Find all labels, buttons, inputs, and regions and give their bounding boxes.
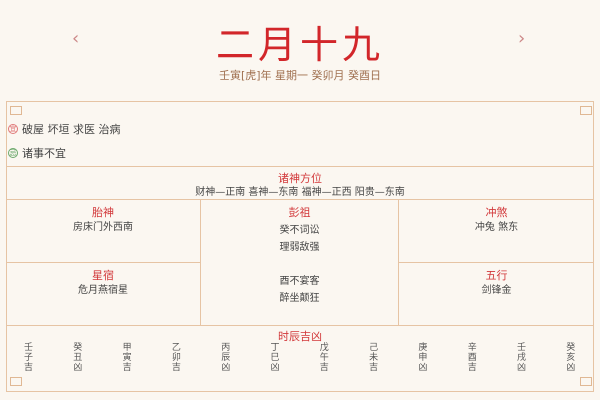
pengzu-line: 理弱敌强 [279,242,320,253]
zhushen-text: 财神—正南 喜神—东南 福神—正西 阳贵—东南 [195,187,405,198]
shichen-hour: 辛酉吉 [465,342,476,372]
shichen-hour: 乙卯吉 [169,342,180,372]
shichen-hour: 壬子吉 [22,342,32,372]
divider [398,262,594,263]
yi-text: 破屋 坏垣 求医 治病 [22,123,121,136]
pengzu-line: 癸不词讼 [279,225,320,236]
divider [200,199,201,325]
frame-corner-decoration [10,106,22,115]
pengzu-cell: 彭祖 癸不词讼 理弱敌强 酉不宴客 醉坐颠狂 [201,204,398,307]
shichen-title: 时辰吉凶 [278,330,322,343]
divider [6,166,594,167]
shichen-hour: 己未吉 [367,342,378,372]
frame-corner-decoration [10,377,22,386]
zhushen-section: 诸神方位 财神—正南 喜神—东南 福神—正西 阳贵—东南 [6,170,594,200]
ji-icon: 忌 [8,148,18,158]
pengzu-title: 彭祖 [288,206,311,219]
chongsha-cell: 冲煞 冲兔 煞东 [399,204,594,236]
shichen-hour: 丁巳凶 [268,342,279,372]
shichen-hour: 壬戌凶 [515,342,525,372]
divider [6,199,594,200]
wuxing-title: 五行 [485,269,508,282]
date-subtitle: 壬寅[虎]年 星期一 癸卯月 癸酉日 [218,69,382,82]
divider [6,325,594,326]
wuxing-cell: 五行 剑锋金 [399,267,594,299]
shichen-hour: 戊午吉 [317,342,328,372]
yi-row: 宜 破屋 坏垣 求医 治病 [8,121,121,137]
frame-corner-decoration [580,377,592,386]
xingsu-text: 危月燕宿星 [78,285,128,296]
pengzu-line: 酉不宴客 [279,276,320,287]
divider [6,262,200,263]
next-day-button[interactable]: › [518,28,526,49]
ji-row: 忌 诸事不宜 [8,145,66,161]
shichen-hour: 甲寅吉 [120,342,131,372]
wuxing-text: 剑锋金 [481,285,512,296]
chongsha-text: 冲兔 煞东 [474,222,519,233]
shichen-hour: 丙辰凶 [219,342,230,372]
shichen-hour: 庚申凶 [416,342,427,372]
yi-icon: 宜 [8,124,18,134]
pengzu-line [201,256,398,273]
almanac-frame [6,101,594,392]
frame-corner-decoration [580,106,592,115]
pengzu-line: 醉坐颠狂 [279,293,320,304]
xingsu-cell: 星宿 危月燕宿星 [6,267,200,299]
chongsha-title: 冲煞 [485,206,508,219]
lunar-date-title: 二月十九 [215,23,384,67]
ji-text: 诸事不宜 [22,147,66,160]
shichen-hour: 癸亥凶 [564,342,575,372]
taishen-text: 房床门外西南 [73,222,133,233]
taishen-title: 胎神 [92,206,114,219]
shichen-hour: 癸丑凶 [71,342,82,372]
zhushen-title: 诸神方位 [278,172,322,185]
xingsu-title: 星宿 [92,269,114,282]
prev-day-button[interactable]: ‹ [72,28,80,49]
taishen-cell: 胎神 房床门外西南 [6,204,200,236]
